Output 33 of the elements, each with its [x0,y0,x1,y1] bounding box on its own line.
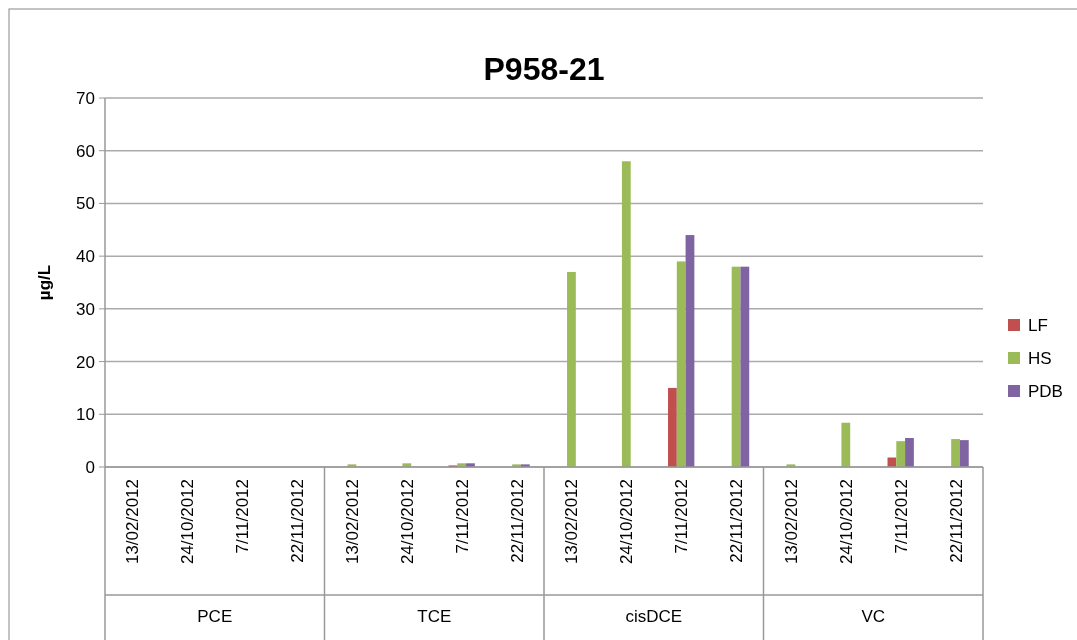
text: PCE [197,607,233,626]
x-tick-label: 22/11/2012 [946,479,966,563]
x-tick-label: 13/02/2012 [781,479,801,565]
x-tick-label: 7/11/2012 [672,479,692,554]
legend-label: HS [1028,348,1052,368]
y-tick-label: 60 [76,141,95,161]
chart-title: P958-21 [483,51,605,87]
x-tick-label: 22/11/2012 [727,479,747,563]
x-tick-label: 24/10/2012 [178,479,198,565]
text: TCE [417,607,452,626]
x-tick-label: 24/10/2012 [617,479,637,565]
text: cisDCE [625,607,683,626]
text: VC [861,607,886,626]
x-tick-label: 13/02/2012 [342,479,362,565]
x-tick-label: 22/11/2012 [507,479,527,563]
y-tick-label: 0 [85,457,95,477]
x-tick-label: 13/02/2012 [562,479,582,565]
legend-label: LF [1028,315,1048,335]
y-tick-label: 50 [76,194,95,214]
x-tick-label: 7/11/2012 [233,479,253,554]
y-tick-label: 10 [76,405,95,425]
x-tick-label: 24/10/2012 [836,479,856,565]
y-tick-label: 30 [76,299,95,319]
x-tick-label: 22/11/2012 [288,479,308,563]
y-tick-label: 20 [76,352,95,372]
legend-label: PDB [1028,381,1063,401]
y-tick-label: 40 [76,247,95,267]
x-tick-label: 7/11/2012 [452,479,472,554]
y-axis-title: µg/L [35,264,54,301]
x-tick-label: 24/10/2012 [397,479,417,565]
x-tick-label: 7/11/2012 [891,479,911,554]
x-tick-label: 13/02/2012 [123,479,143,565]
y-tick-label: 70 [76,88,95,108]
